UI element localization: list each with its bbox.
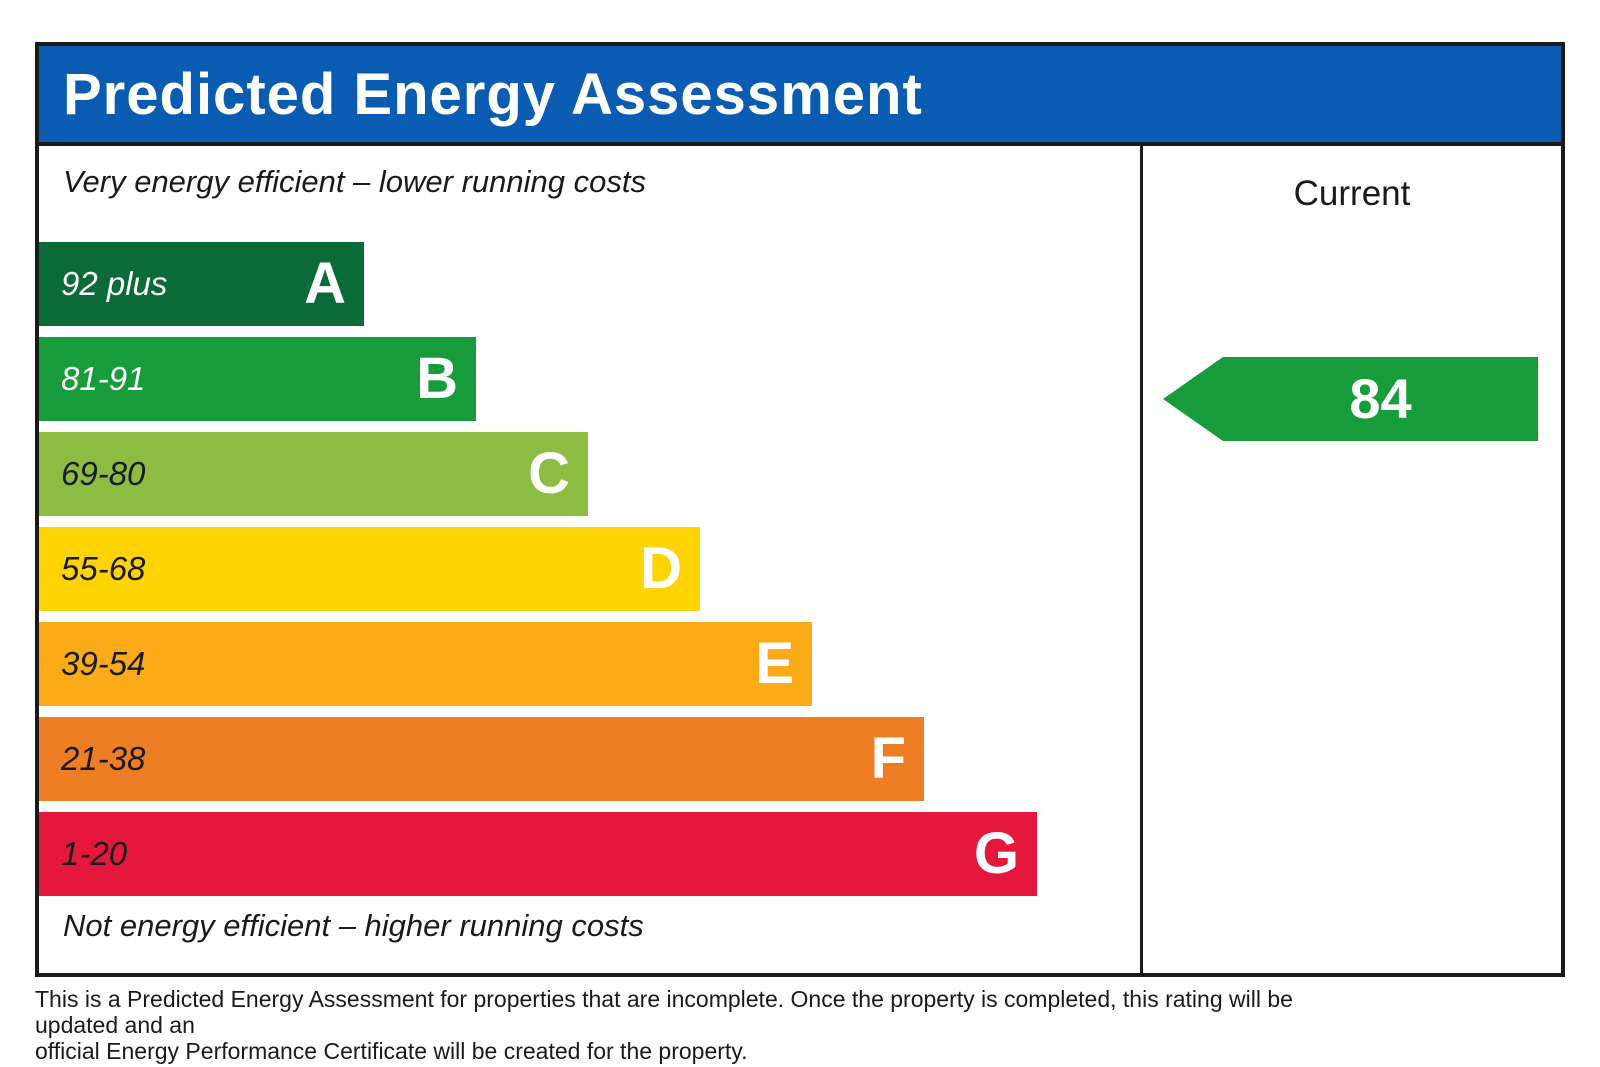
left-arrow-icon [1163, 357, 1538, 441]
band-bar-e: 39-54 E [39, 622, 812, 706]
rating-bands: 92 plus A 81-91 B 69-80 C 55-68 D [39, 242, 1037, 907]
band-letter: B [416, 346, 458, 411]
column-divider [1140, 146, 1143, 973]
band-row-g: 1-20 G [39, 812, 1037, 896]
band-row-f: 21-38 F [39, 717, 1037, 801]
band-bar-g: 1-20 G [39, 812, 1037, 896]
current-rating-marker: 84 [1163, 357, 1538, 441]
band-range: 81-91 [61, 360, 146, 397]
band-letter: E [755, 631, 794, 696]
band-letter: D [640, 536, 682, 601]
efficiency-bottom-note: Not energy efficient – higher running co… [63, 908, 644, 943]
band-bar-d: 55-68 D [39, 527, 700, 611]
current-arrow-shape [1163, 357, 1538, 441]
band-bar-c: 69-80 C [39, 432, 588, 516]
current-column-header: Current [1293, 174, 1411, 213]
band-row-c: 69-80 C [39, 432, 1037, 516]
title-bar: Predicted Energy Assessment [39, 46, 1561, 146]
band-range: 21-38 [61, 740, 146, 777]
band-row-b: 81-91 B [39, 337, 1037, 421]
band-letter: A [304, 251, 346, 316]
band-range: 39-54 [61, 645, 146, 682]
band-letter: G [973, 821, 1019, 886]
band-bar-f: 21-38 F [39, 717, 924, 801]
band-letter: C [528, 441, 570, 506]
assessment-panel: Predicted Energy Assessment Very energy … [35, 42, 1565, 977]
band-range: 92 plus [61, 265, 168, 302]
band-range: 1-20 [61, 835, 128, 872]
band-letter: F [870, 726, 906, 791]
disclaimer-line-2: official Energy Performance Certificate … [35, 1038, 748, 1064]
band-row-a: 92 plus A [39, 242, 1037, 326]
band-bar-b: 81-91 B [39, 337, 476, 421]
disclaimer-line-1: This is a Predicted Energy Assessment fo… [35, 986, 1293, 1038]
page-title: Predicted Energy Assessment [63, 61, 923, 127]
band-bar-a: 92 plus A [39, 242, 364, 326]
band-range: 69-80 [61, 455, 146, 492]
efficiency-top-note: Very energy efficient – lower running co… [63, 164, 646, 199]
current-rating-value: 84 [1349, 367, 1412, 430]
disclaimer-text: This is a Predicted Energy Assessment fo… [35, 986, 1295, 1064]
band-range: 55-68 [61, 550, 146, 587]
band-row-d: 55-68 D [39, 527, 1037, 611]
band-row-e: 39-54 E [39, 622, 1037, 706]
